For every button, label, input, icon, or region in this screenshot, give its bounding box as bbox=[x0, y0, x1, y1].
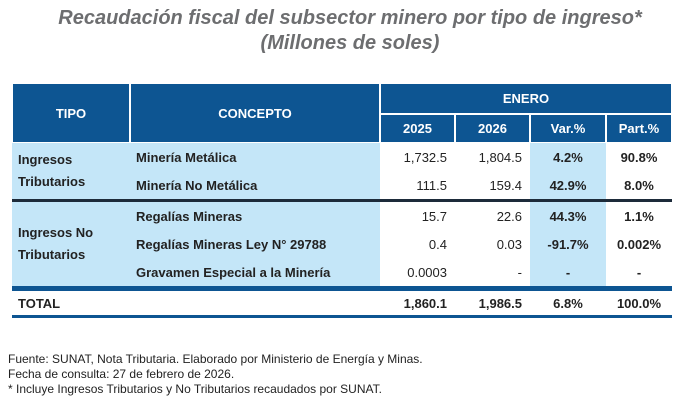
value-2026: 1,804.5 bbox=[478, 149, 522, 165]
table-row: Ingresos No Tributarios Regalías Mineras… bbox=[12, 199, 672, 286]
var-cell: 4.2% bbox=[530, 143, 606, 171]
var-cell: - bbox=[530, 258, 606, 286]
total-var: 6.8% bbox=[530, 286, 606, 318]
part-cell: 0.002% bbox=[616, 236, 662, 252]
footnote-note: * Incluye Ingresos Tributarios y No Trib… bbox=[8, 382, 382, 396]
header-tipo: TIPO bbox=[12, 83, 130, 143]
concepto-cell: Minería Metálica bbox=[130, 143, 380, 171]
header-period: ENERO bbox=[380, 83, 672, 114]
table-row: Ingresos Tributarios Minería Metálica 1,… bbox=[12, 143, 672, 199]
header-part: Part.% bbox=[606, 114, 672, 143]
title-line-1: Recaudación fiscal del subsector minero … bbox=[58, 7, 642, 29]
table-row: Minería No Metálica 111.5 159.4 42.9% 8.… bbox=[12, 171, 672, 199]
revenue-table: TIPO CONCEPTO ENERO 2025 2026 Var.% Part… bbox=[12, 83, 672, 318]
value-2025: 111.5 bbox=[416, 177, 447, 193]
table-row: Gravamen Especial a la Minería 0.0003 - … bbox=[12, 258, 672, 286]
total-label: TOTAL bbox=[12, 286, 130, 318]
part-cell: 1.1% bbox=[606, 199, 672, 230]
header-2026: 2026 bbox=[455, 114, 530, 143]
header-var: Var.% bbox=[530, 114, 606, 143]
value-2025: 0.0003 bbox=[407, 264, 447, 280]
header-concepto: CONCEPTO bbox=[130, 83, 380, 143]
value-2026: 22.6 bbox=[455, 199, 530, 230]
footnote-source: Fuente: SUNAT, Nota Tributaria. Elaborad… bbox=[8, 352, 423, 366]
tipo-cell: Ingresos No Tributarios bbox=[12, 199, 130, 286]
concepto-cell: Gravamen Especial a la Minería bbox=[130, 258, 380, 286]
concepto-cell: Regalías Mineras bbox=[130, 199, 380, 230]
total-2026: 1,986.5 bbox=[455, 286, 530, 318]
value-2026: 159.4 bbox=[489, 177, 522, 193]
tipo-cell: Ingresos Tributarios bbox=[12, 143, 130, 199]
var-cell: -91.7% bbox=[530, 230, 606, 258]
var-cell: 44.3% bbox=[530, 199, 606, 230]
part-cell: - bbox=[636, 264, 642, 280]
value-2025: 15.7 bbox=[380, 199, 455, 230]
value-2026: - bbox=[517, 264, 522, 280]
page-title: Recaudación fiscal del subsector minero … bbox=[0, 6, 700, 56]
value-2025: 1,732.5 bbox=[403, 149, 447, 165]
header-2025: 2025 bbox=[380, 114, 455, 143]
value-2025: 0.4 bbox=[428, 236, 447, 252]
concepto-cell: Regalías Mineras Ley N° 29788 bbox=[130, 230, 380, 258]
footnote-date: Fecha de consulta: 27 de febrero de 2026… bbox=[8, 367, 235, 381]
total-2025: 1,860.1 bbox=[380, 286, 455, 318]
value-2026: 0.03 bbox=[496, 236, 522, 252]
concepto-cell: Minería No Metálica bbox=[130, 171, 380, 199]
title-line-2: (Millones de soles) bbox=[260, 32, 440, 54]
total-row: TOTAL 1,860.1 1,986.5 6.8% 100.0% bbox=[12, 286, 672, 318]
table-row: Regalías Mineras Ley N° 29788 0.4 0.03 -… bbox=[12, 230, 672, 258]
total-part: 100.0% bbox=[606, 286, 672, 318]
part-cell: 90.8% bbox=[620, 149, 658, 165]
total-empty bbox=[130, 286, 380, 318]
part-cell: 8.0% bbox=[624, 177, 654, 193]
footnotes: Fuente: SUNAT, Nota Tributaria. Elaborad… bbox=[8, 352, 423, 397]
var-cell: 42.9% bbox=[530, 171, 606, 199]
